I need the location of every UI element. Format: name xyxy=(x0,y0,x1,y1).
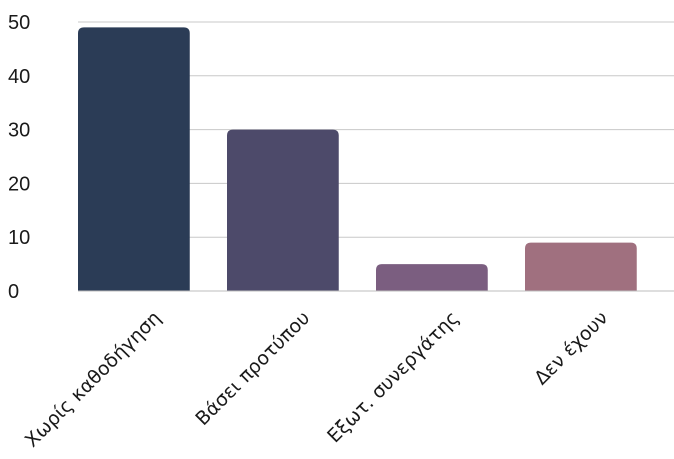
y-tick-label: 50 xyxy=(8,12,30,34)
x-category-label: Εξωτ. συνεργάτης xyxy=(323,307,463,447)
x-category-label: Χωρίς καθοδήγηση xyxy=(21,307,166,452)
y-axis-ticks: 0 10 20 30 40 50 xyxy=(8,12,30,303)
bar-3 xyxy=(376,264,488,291)
x-category-label: Βάσει προτύπου xyxy=(191,307,314,430)
y-tick-label: 10 xyxy=(8,227,30,249)
y-tick-label: 30 xyxy=(8,120,30,142)
bar-4 xyxy=(525,242,637,291)
bar-1 xyxy=(78,27,190,291)
y-tick-label: 0 xyxy=(8,281,19,303)
y-tick-label: 20 xyxy=(8,173,30,195)
bar-2 xyxy=(227,129,339,291)
bars xyxy=(78,27,637,291)
x-category-label: Δεν έχουν xyxy=(530,307,612,389)
y-tick-label: 40 xyxy=(8,66,30,88)
x-axis-labels: Χωρίς καθοδήγηση Βάσει προτύπου Εξωτ. συνε… xyxy=(21,307,613,452)
